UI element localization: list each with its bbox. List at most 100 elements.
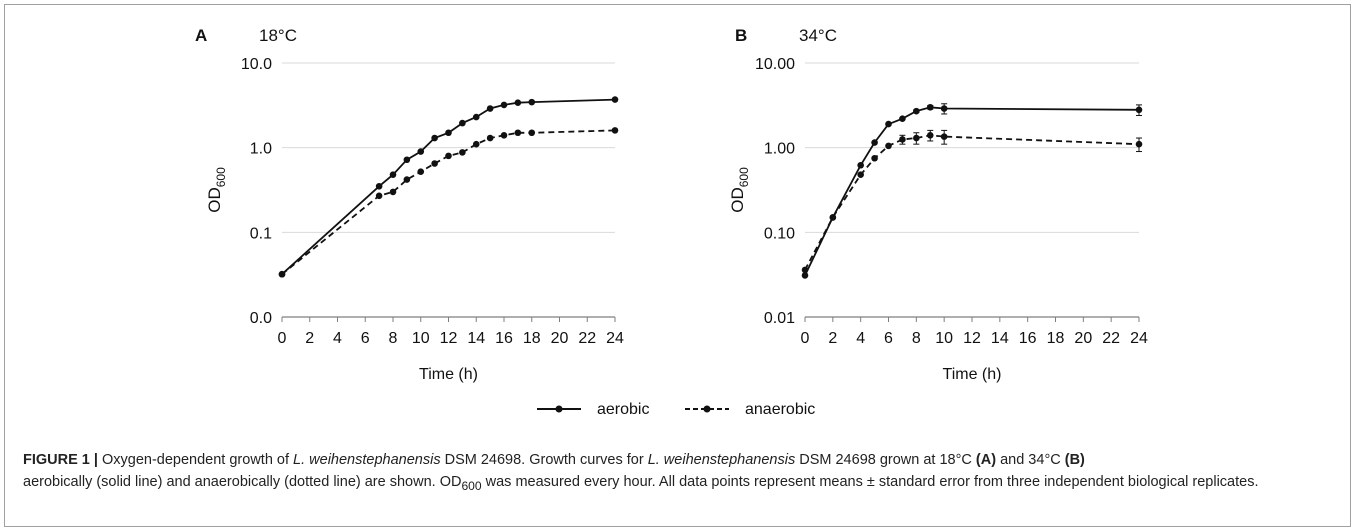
panel-b-x-tick-label: 12 (963, 330, 981, 347)
panel-b-y-tick-label: 1.00 (764, 141, 795, 158)
panel-a-x-tick-label: 6 (361, 330, 370, 347)
panel-b-series-anaerobic-point (857, 171, 864, 178)
panel-a-series-anaerobic-point (514, 129, 522, 137)
panel-a-series-anaerobic-point (375, 192, 383, 200)
panel-a-series-anaerobic-point (472, 140, 480, 148)
panel-a-x-tick-label: 20 (551, 330, 569, 347)
panel-a-series-anaerobic-point (528, 129, 536, 137)
panel-a-x-tick-label: 4 (333, 330, 342, 347)
panel-a-series-aerobic-point (445, 129, 452, 137)
legend-anaerobic-label: anaerobic (745, 401, 815, 418)
panel-b-series-anaerobic-point (913, 134, 920, 142)
panel-b-x-tick-label: 0 (801, 330, 810, 347)
legend-aerobic-label: aerobic (597, 401, 649, 418)
panel-a-series-anaerobic-point (500, 131, 508, 139)
panel-a-series-aerobic-point (417, 148, 425, 155)
panel-b-y-axis-label-sub: 600 (737, 167, 751, 187)
panel-a-x-tick-label: 18 (523, 330, 541, 347)
panel-b-y-tick-label: 10.00 (755, 56, 795, 73)
caption-species-2: L. weihenstephanensis (647, 452, 796, 468)
panel-b-series-anaerobic-point (801, 266, 809, 274)
panel-a-y-axis-label-main: OD (205, 187, 224, 213)
panel-b-x-axis-label: Time (h) (943, 366, 1002, 383)
panel-a-series-anaerobic-point (278, 270, 286, 278)
panel-a-series-anaerobic-point (403, 176, 411, 183)
caption-text-1: Oxygen-dependent growth of (97, 452, 294, 468)
panel-b-chart-title: 34°C (799, 26, 837, 45)
panel-a-chart: A 18°C0.00.11.010.00 2 4 6 8 10 12 14 16 18 20 22 24T… (195, 26, 624, 383)
panel-a-y-tick-label: 0.1 (250, 225, 272, 242)
panel-a-y-axis-label: OD600 (205, 167, 228, 213)
panel-a-y-axis-label-sub: 600 (214, 167, 228, 187)
panel-a-series-anaerobic-point (459, 149, 466, 156)
panel-a-series-aerobic-point (611, 96, 619, 103)
panel-b-y-axis-label: OD600 (728, 167, 751, 213)
panel-b-series-aerobic-point (913, 107, 920, 115)
caption-text-5: aerobically (solid line) and anaerobical… (23, 474, 462, 490)
panel-b-x-tick-label: 10 (935, 330, 953, 347)
panel-b-series-aerobic-point (940, 105, 948, 112)
panel-b-series-anaerobic-point (829, 214, 837, 221)
panel-b-x-tick-label: 14 (991, 330, 1009, 347)
panel-b-series-aerobic-point (857, 161, 864, 169)
caption-text-4: and 34°C (996, 452, 1065, 468)
panel-a-x-tick-label: 2 (305, 330, 314, 347)
panel-a-series-anaerobic-line (281, 129, 616, 275)
figure-frame: A 18°C 0.0 0.1 1.0 10.0 0 2 4 6 8 10 12 14 16 18 20 22 24 T… (4, 4, 1351, 527)
panel-a-x-tick-label: 24 (606, 330, 624, 347)
panel-b-x-tick-label: 18 (1047, 330, 1065, 347)
panel-a-x-tick-label: 10 (412, 330, 430, 347)
panel-b-y-tick-label: 0.10 (764, 225, 795, 242)
panel-a-chart-title: 18°C (259, 26, 297, 45)
panel-a-series-anaerobic-point (486, 134, 494, 142)
panel-a-series-aerobic-point (500, 101, 508, 109)
panel-a-series-aerobic-line (281, 98, 616, 275)
panel-b-x-tick-label: 4 (856, 330, 865, 347)
panel-a-x-tick-label: 8 (389, 330, 398, 347)
panel-a-y-tick-label: 10.0 (241, 56, 272, 73)
caption-species-1: L. weihenstephanensis (293, 452, 441, 468)
panel-b-x-tick-label: 20 (1074, 330, 1092, 347)
panel-b-series-anaerobic-point (871, 154, 878, 162)
panel-a-series-aerobic-point (514, 99, 522, 106)
panel-a-series-aerobic-point (472, 113, 480, 121)
panel-b-series-anaerobic-point (899, 136, 906, 143)
panel-b-series-anaerobic-point (940, 133, 948, 140)
panel-a-x-tick-label: 22 (578, 330, 596, 347)
caption-text-6: was measured every hour. All data points… (481, 474, 1259, 490)
panel-a-panel-label: A (195, 26, 207, 45)
panel-a-x-tick-label: 16 (495, 330, 513, 347)
panel-b-series-aerobic-line (804, 106, 1140, 276)
panel-b-series-aerobic-point (899, 115, 906, 122)
panel-a-series-aerobic-point (431, 134, 438, 142)
panel-a-series-aerobic-point (403, 156, 411, 164)
panel-b-series-anaerobic-line (804, 134, 1140, 271)
panel-b-y-tick-label: 0.01 (764, 310, 795, 327)
panel-a-series-aerobic-point (375, 182, 383, 190)
legend-aerobic-marker (555, 405, 563, 413)
panel-b-x-tick-label: 16 (1019, 330, 1037, 347)
panel-b-series-anaerobic-point (926, 131, 934, 139)
panel-a-series-anaerobic-point (431, 160, 438, 167)
figure-caption: FIGURE 1 | Oxygen-dependent growth of L.… (23, 449, 1341, 497)
panel-a-y-tick-label: 0.0 (250, 310, 272, 327)
panel-b-series-aerobic-point (801, 272, 809, 279)
panel-a-x-axis-label: Time (h) (419, 366, 478, 383)
panel-a-series-anaerobic-point (417, 168, 425, 176)
panel-a-series-aerobic-point (486, 105, 494, 112)
legend-anaerobic-marker (703, 405, 711, 413)
panel-a-y-tick-label: 1.0 (250, 141, 272, 158)
panel-b-x-tick-label: 22 (1102, 330, 1120, 347)
panel-a-series-anaerobic-point (389, 188, 397, 196)
panel-a-series-anaerobic-point (611, 127, 619, 134)
panel-b-series-aerobic-point (926, 103, 934, 111)
panel-b-series-aerobic-point (885, 120, 892, 128)
caption-text-2: DSM 24698. Growth curves for (440, 452, 648, 468)
panel-b-x-tick-label: 2 (828, 330, 837, 347)
panel-b-panel-label: B (735, 26, 747, 45)
panel-b-series-anaerobic-point (885, 142, 892, 150)
panel-a-series-aerobic-point (459, 119, 466, 127)
panel-a-x-tick-label: 0 (278, 330, 287, 347)
panel-a-x-tick-label: 14 (467, 330, 485, 347)
